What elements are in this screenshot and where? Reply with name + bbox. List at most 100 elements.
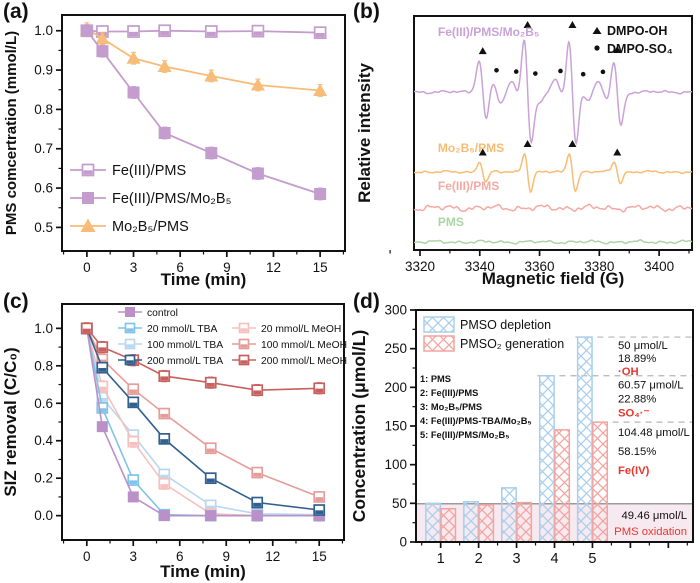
y-tick-label: 0.6 — [34, 181, 53, 196]
panel-a-chart: 0 3 6 9 12 15 0.5 0.6 0.7 0.8 0.9 1.0 Time (min) PMS … — [3, 14, 346, 289]
bar-pmso-depletion-cat1 — [425, 502, 442, 543]
legend-label: control — [147, 308, 178, 319]
axis-frame — [413, 15, 693, 251]
marker-square — [80, 24, 93, 37]
legend-label: Mo₂B₅/PMS — [112, 219, 189, 235]
marker-square — [158, 510, 170, 522]
series-line — [86, 29, 321, 34]
annotation-species: PMS oxidation — [614, 526, 687, 538]
annotation-value: 49.46 μmol/L — [621, 510, 687, 522]
bar-pmso-generation-cat3 — [516, 501, 533, 543]
marker-square-half-fill — [315, 510, 324, 515]
legend-marker — [80, 218, 96, 232]
marker-square-half-fill — [160, 439, 169, 443]
x-tick-label: 12 — [265, 549, 280, 564]
condition-list-item: 3: Mo₂B₅/PMS — [420, 402, 482, 412]
legend-marker — [238, 338, 250, 350]
panel-c-label: (c) — [3, 290, 29, 313]
panel-b-label: (b) — [353, 0, 380, 23]
bar-pmso-depletion-cat5 — [576, 336, 593, 543]
x-tick-label: 0 — [83, 260, 91, 275]
y-axis-label: SIZ removal (C/C₀) — [1, 347, 20, 496]
legend-marker — [124, 338, 136, 350]
marker-square — [205, 147, 218, 160]
marker-square-half-fill — [126, 328, 134, 332]
marker-square-half — [80, 322, 93, 335]
dmpo-oh-marker — [523, 140, 532, 147]
dmpo-oh-marker — [478, 148, 487, 156]
panel-c: (c) 0 3 6 9 12 15 0.0 0.2 0.4 0.6 0.8 1.0 Time (min)… — [0, 290, 350, 583]
marker-square-half — [127, 383, 140, 396]
annotation-value: 60.57 μmol/L — [618, 380, 684, 392]
y-tick-label: 0.7 — [34, 141, 53, 156]
y-tick-label: 1.0 — [34, 23, 53, 38]
marker-square-half — [251, 496, 264, 509]
y-tick-label: 200 — [384, 380, 407, 395]
marker-square-half-fill — [240, 328, 248, 332]
x-tick-label: 12 — [266, 260, 281, 275]
marker-square — [314, 187, 327, 200]
panel-b-chart: 3320 3340 3360 3380 3400 Magnetic field (G) Re… — [355, 15, 693, 288]
marker-square-half-fill — [160, 484, 169, 488]
legend-label: Fe(III)/PMS/Mo₂B₅ — [112, 191, 232, 207]
marker-triangle — [126, 51, 141, 64]
marker-square-half — [96, 361, 109, 374]
y-axis-label: Concentration (μmol/L) — [350, 330, 369, 523]
marker-triangle — [95, 31, 110, 45]
dmpo-oh-marker — [478, 47, 487, 55]
epr-trace — [414, 152, 693, 194]
legend-label: 200 mmol/L TBA — [147, 356, 223, 367]
legend-marker — [124, 354, 136, 366]
marker-square-half-fill — [160, 31, 170, 36]
trace-label: Mo₂B₅/PMS — [438, 141, 504, 155]
annotation-species: Fe(IV) — [618, 465, 650, 477]
legend-triangle-icon — [592, 27, 602, 34]
marker-square-half — [204, 472, 217, 485]
marker-square-half — [96, 341, 109, 353]
marker-square-half — [158, 370, 171, 382]
dmpo-oh-marker — [568, 140, 577, 147]
marker-square-half-fill — [98, 397, 107, 402]
legend-marker — [82, 192, 94, 204]
x-tick-label: 15 — [313, 260, 328, 275]
legend-marker — [124, 322, 136, 334]
marker-square-half-fill — [129, 480, 138, 485]
marker-square-half-fill — [240, 360, 248, 364]
marker-square-half-fill — [98, 347, 107, 352]
marker-square-half-fill — [82, 328, 91, 333]
x-tick-label: 15 — [312, 549, 327, 564]
marker-square-half — [313, 26, 327, 40]
legend-swatch — [423, 316, 455, 333]
panel-b: (b) 3320 3340 3360 3380 3400 Magnetic field (… — [350, 0, 700, 290]
panel-a: (a) 0 3 6 9 12 15 0.5 0.6 0.7 0.8 0.9 1.0 Time (min)… — [0, 0, 350, 290]
marker-square-half-fill — [126, 344, 134, 348]
x-tick-label: 0 — [83, 549, 91, 564]
marker-triangle — [204, 68, 219, 82]
marker-square — [127, 491, 139, 503]
marker-square-half — [127, 396, 140, 409]
x-axis-label: Time (min) — [160, 562, 246, 581]
legend-marker — [125, 307, 135, 317]
marker-square-half — [251, 24, 265, 38]
panel-a-label: (a) — [3, 0, 29, 23]
legend-label: DMPO-OH — [607, 24, 667, 38]
annotation-species: SO₄·⁻ — [618, 408, 649, 420]
marker-square-half-fill — [160, 376, 169, 381]
marker-square-half-fill — [160, 474, 169, 479]
marker-square-half — [158, 24, 171, 38]
dmpo-so4-marker — [580, 71, 586, 77]
y-axis-label: PMS comcertration (mmol/L) — [3, 31, 20, 235]
marker-square-half-fill — [98, 386, 107, 391]
condition-list-item: 5: Fe(III)/PMS/Mo₂B₅ — [420, 430, 509, 440]
marker-triangle — [157, 59, 172, 73]
marker-square-half-fill — [160, 413, 169, 418]
marker-square-half-fill — [206, 448, 215, 453]
condition-list-item: 4: Fe(III)/PMS-TBA/Mo₂B₅ — [420, 416, 532, 426]
marker-square-half-fill — [83, 170, 93, 175]
marker-square-half-fill — [253, 31, 263, 36]
dmpo-so4-marker — [558, 68, 563, 74]
condition-list-item: 1: PMS — [420, 374, 451, 384]
x-tick-label: 4 — [550, 551, 558, 567]
x-tick-label: 9 — [222, 549, 230, 564]
y-tick-label: 0.8 — [34, 358, 53, 373]
